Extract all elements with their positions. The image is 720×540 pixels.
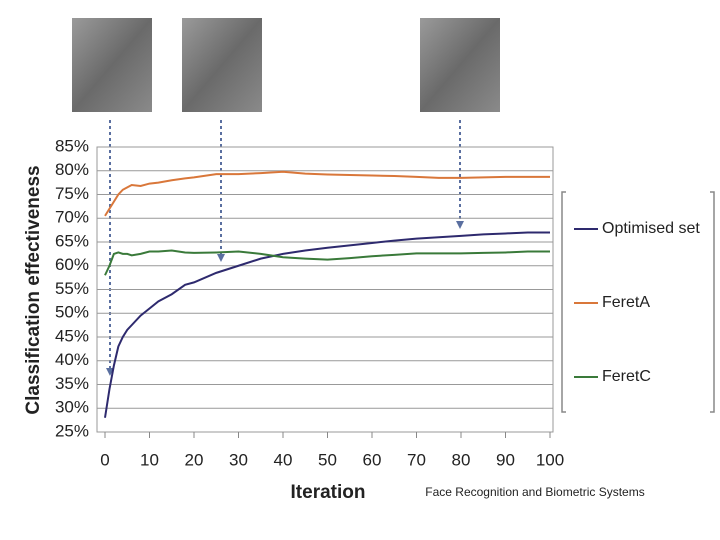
legend-label: Optimised set xyxy=(602,220,700,237)
legend-label: FeretA xyxy=(602,294,650,311)
y-tick-label: 75% xyxy=(55,184,89,203)
footer: Face Recognition and Biometric Systems xyxy=(425,485,644,499)
series-line xyxy=(104,170,550,217)
series-line xyxy=(104,249,550,276)
y-tick-label: 65% xyxy=(55,231,89,250)
x-tick-label: 70 xyxy=(407,450,426,469)
x-tick-label: 20 xyxy=(185,450,204,469)
x-tick-label: 40 xyxy=(274,450,293,469)
x-tick-label: 10 xyxy=(140,450,159,469)
face-image xyxy=(182,18,262,112)
legend-frame xyxy=(561,191,715,413)
y-axis-title: Classification effectiveness xyxy=(23,165,44,414)
x-tick-label: 80 xyxy=(452,450,471,469)
x-tick-label: 0 xyxy=(100,450,109,469)
y-tick-label: 35% xyxy=(55,374,89,393)
x-axis-title: Iteration xyxy=(291,482,366,503)
y-tick-label: 25% xyxy=(55,421,89,440)
legend-label: FeretC xyxy=(602,368,651,385)
y-tick-label: 85% xyxy=(55,136,89,155)
arrows xyxy=(109,120,461,370)
y-tick-label: 80% xyxy=(55,160,89,179)
face-image xyxy=(420,18,500,112)
y-tick-label: 70% xyxy=(55,208,89,227)
y-tick-label: 40% xyxy=(55,350,89,369)
series-line xyxy=(104,231,550,418)
y-tick-label: 50% xyxy=(55,303,89,322)
x-tick-label: 90 xyxy=(496,450,515,469)
x-tick-label: 50 xyxy=(318,450,337,469)
x-tick-label: 30 xyxy=(229,450,248,469)
y-tick-label: 55% xyxy=(55,279,89,298)
arrowheads xyxy=(106,221,464,376)
y-tick-label: 60% xyxy=(55,255,89,274)
x-tick-label: 60 xyxy=(363,450,382,469)
face-image xyxy=(72,18,152,112)
y-tick-label: 45% xyxy=(55,326,89,345)
x-tick-label: 100 xyxy=(536,450,564,469)
y-tick-label: 30% xyxy=(55,398,89,417)
